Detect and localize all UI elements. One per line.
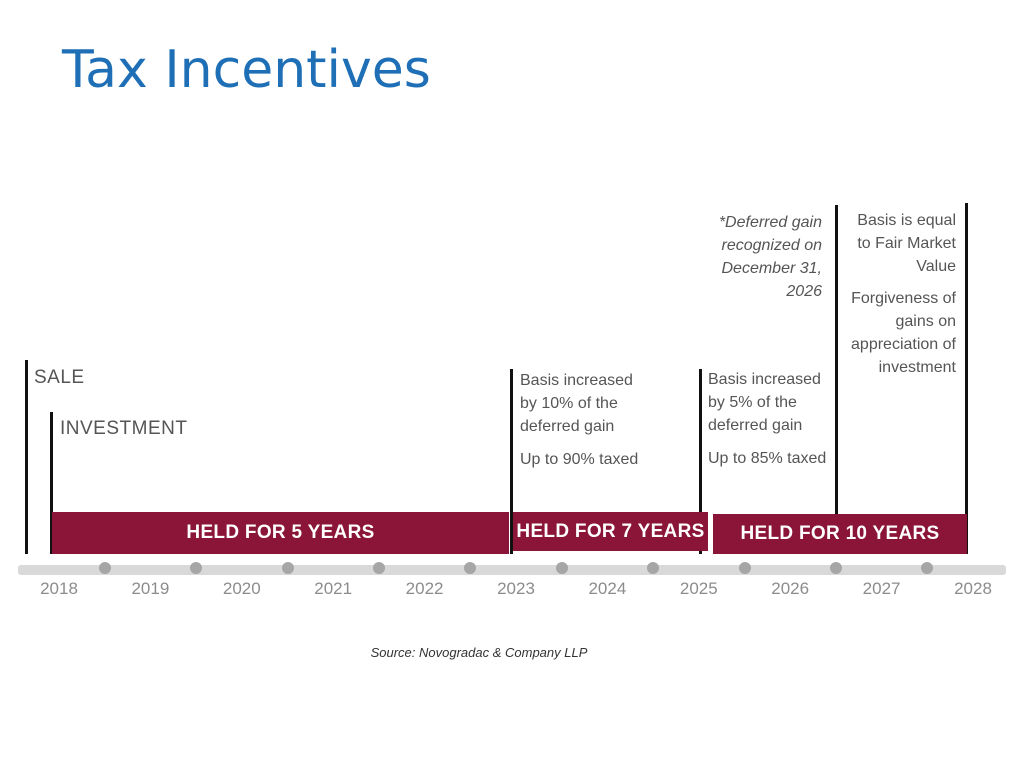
year5-marker-line [510,369,513,554]
timeline-dot [555,562,568,574]
fair-market-line: Value [916,258,956,275]
investment-marker-line [50,412,53,554]
year7-basis-line: by 5% of the [708,394,797,411]
source-note: Source: Novogradac & Company LLP [370,645,588,660]
deferred-gain-line: *Deferred gain [718,214,822,231]
timeline-dot [647,562,660,574]
timeline-dot [372,562,385,574]
year7-marker-line [699,369,702,554]
year7-basis-note: Basis increased by 5% of the deferred ga… [708,368,821,437]
year-label: 2019 [131,579,170,598]
sale-marker-line [25,360,28,554]
deferred-gain-line: 2026 [786,283,822,300]
forgiveness-line: gains on [895,313,957,330]
timeline-dot [738,562,751,574]
held-5-years-bar: HELD FOR 5 YEARS [52,512,509,554]
year5-tax-note: Up to 90% taxed [520,451,639,468]
year5-basis-line: deferred gain [520,418,615,435]
timeline-dot [921,562,934,574]
fair-market-line: to Fair Market [857,235,956,252]
year-label: 2022 [405,579,444,598]
year-label: 2027 [862,579,901,598]
year7-tax-note: Up to 85% taxed [708,450,827,467]
forgiveness-line: investment [878,359,956,376]
year-label: 2020 [222,579,261,598]
year-label: 2026 [771,579,810,598]
year7-basis-line: Basis increased [708,371,821,388]
year-label: 2024 [588,579,627,598]
year-label: 2018 [40,579,78,598]
held-10-years-bar: HELD FOR 10 YEARS [713,514,967,554]
deferred-gain-line: December 31, [721,260,823,277]
year7-basis-line: deferred gain [708,417,803,434]
timeline-dot [98,562,111,574]
forgiveness-line: appreciation of [851,336,956,353]
timeline-dot [464,562,477,574]
timeline-dot [829,562,842,574]
year5-basis-line: by 10% of the [520,395,618,412]
fair-market-value-note: Basis is equal to Fair Market Value [826,209,956,278]
timeline-dot [281,562,294,574]
year-label: 2025 [679,579,718,598]
year-label: 2023 [497,579,535,598]
year-label: 2028 [954,579,992,598]
forgiveness-line: Forgiveness of [851,290,956,307]
year-label: 2021 [314,579,353,598]
year10-marker-line [965,203,968,554]
timeline-axis [18,565,1006,575]
investment-label: INVESTMENT [60,418,188,439]
held-7-years-bar: HELD FOR 7 YEARS [513,512,708,551]
timeline-dot [190,562,203,574]
deferred-gain-note: *Deferred gain recognized on December 31… [690,211,822,303]
year5-basis-note: Basis increased by 10% of the deferred g… [520,369,633,438]
deferred-marker-line [835,205,838,554]
sale-label: SALE [34,367,85,388]
year5-basis-line: Basis increased [520,372,633,389]
slide-title: Tax Incentives [62,40,431,100]
fair-market-line: Basis is equal [857,212,956,229]
deferred-gain-line: recognized on [721,237,822,254]
forgiveness-note: Forgiveness of gains on appreciation of … [826,287,956,379]
